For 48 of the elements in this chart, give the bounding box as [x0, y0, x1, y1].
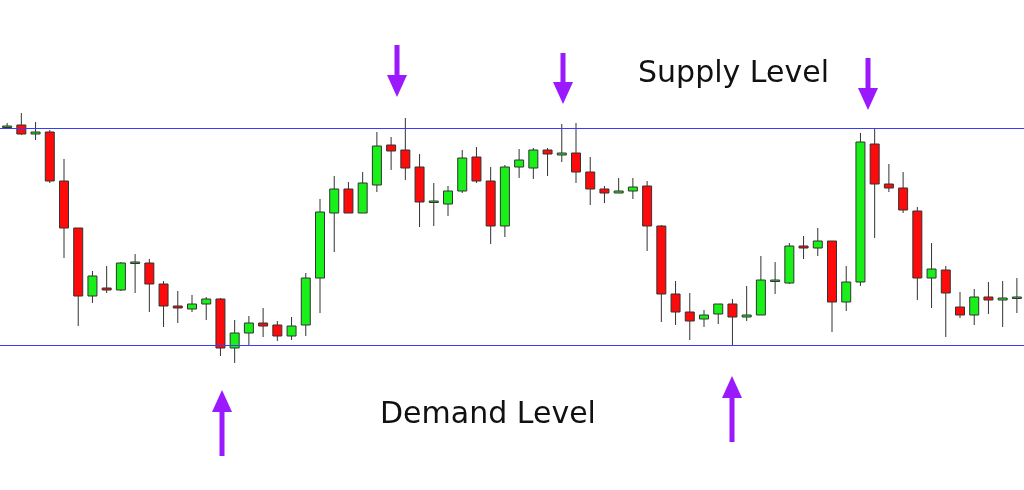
- candlestick: [528, 147, 539, 180]
- candlestick: [158, 280, 169, 328]
- candlestick: [955, 291, 965, 319]
- candlestick: [201, 296, 212, 321]
- candlestick: [997, 280, 1008, 328]
- candlestick: [272, 320, 283, 342]
- candlestick: [571, 122, 581, 184]
- candlestick: [983, 281, 994, 315]
- candlestick: [812, 227, 823, 257]
- candlestick: [585, 156, 596, 206]
- candlestick: [926, 242, 937, 309]
- candlestick: [713, 303, 724, 325]
- ref-line-label: Supply Level: [638, 53, 829, 89]
- candlestick: [172, 290, 183, 324]
- candlestick: [514, 148, 525, 179]
- candlestick: [627, 177, 638, 200]
- candlestick: [684, 292, 695, 341]
- candlestick: [187, 294, 197, 313]
- candlestick: [940, 265, 951, 338]
- candlestick: [443, 185, 453, 217]
- candlestick: [556, 123, 567, 163]
- candlestick: [87, 270, 98, 304]
- candlestick: [770, 261, 781, 295]
- candlestick: [343, 181, 354, 214]
- candlestick: [400, 117, 411, 181]
- candlestick: [883, 163, 894, 193]
- candlestick: [670, 280, 681, 326]
- candlestick: [329, 175, 340, 253]
- candlestick: [286, 316, 297, 341]
- candlestick: [258, 307, 269, 338]
- candlestick: [841, 265, 852, 312]
- candlestick: [1011, 277, 1022, 314]
- candlestick: [898, 171, 909, 214]
- candlestick: [741, 285, 752, 322]
- candlestick: [727, 298, 738, 346]
- candlestick: [130, 253, 141, 294]
- candlestick: [144, 258, 155, 313]
- candlestick: [699, 309, 709, 328]
- candlestick: [243, 315, 254, 347]
- candlestick: [969, 288, 980, 326]
- candlestick: [471, 146, 482, 184]
- candlestick: [229, 319, 240, 364]
- ref-line-label: Demand Level: [380, 395, 596, 430]
- candlestick: [798, 235, 809, 260]
- candlestick: [386, 136, 397, 171]
- candlestick: [101, 265, 112, 294]
- candlestick: [542, 147, 553, 177]
- candlestick: [428, 182, 439, 227]
